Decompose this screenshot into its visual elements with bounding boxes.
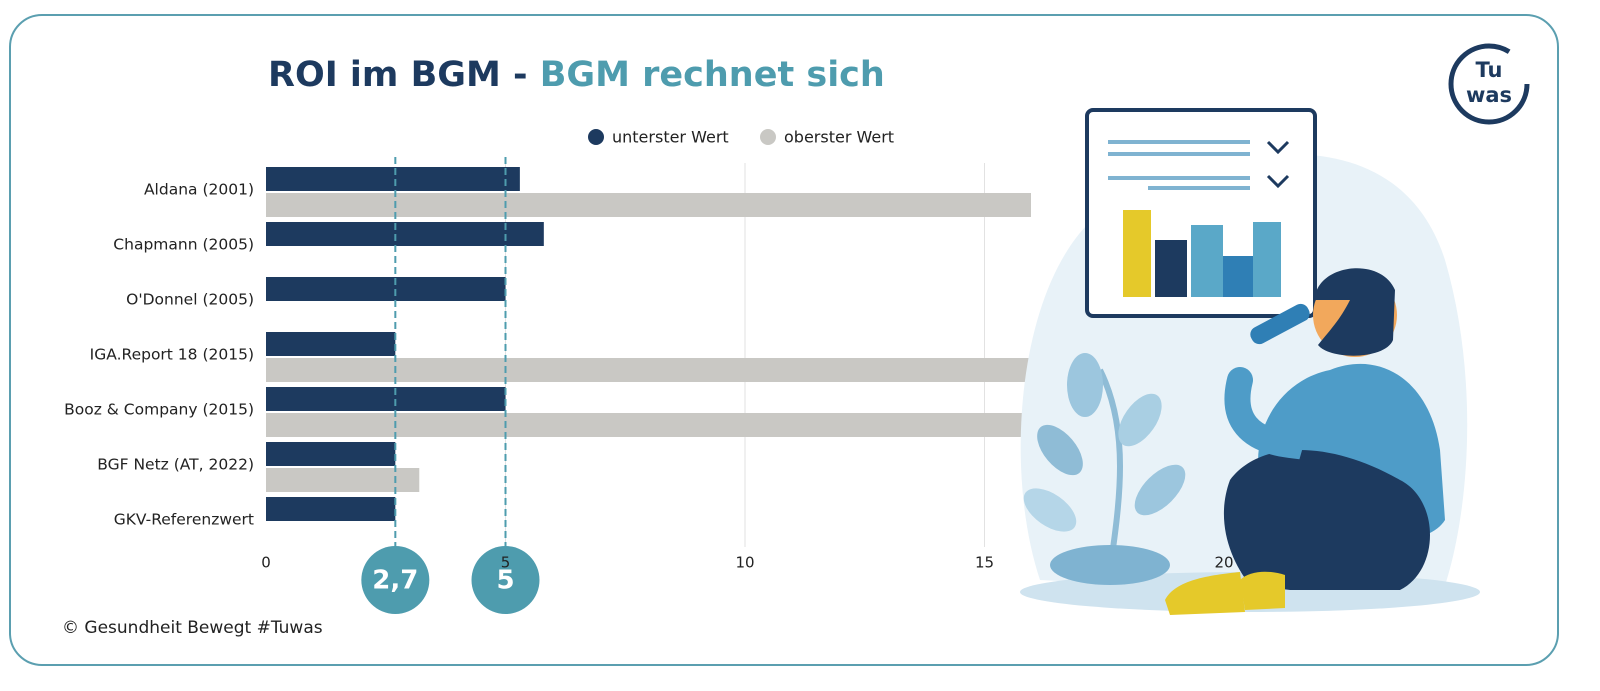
board-line — [1108, 152, 1250, 156]
leaf — [1118, 393, 1162, 447]
board-bar — [1253, 222, 1281, 297]
leaf — [1023, 488, 1077, 532]
bottle — [1250, 303, 1310, 345]
board-bar — [1191, 225, 1223, 297]
y-tick-label: O'Donnel (2005) — [126, 291, 254, 309]
bar — [266, 332, 396, 356]
bar — [266, 277, 506, 301]
stem — [1097, 368, 1123, 571]
y-tick-label: BGF Netz (AT, 2022) — [97, 456, 254, 474]
title-main: ROI im BGM - — [268, 55, 540, 95]
illustration-bg — [968, 75, 1031, 155]
shoe — [1240, 571, 1285, 610]
bush — [1050, 545, 1170, 585]
board-line — [1108, 140, 1250, 144]
board-bar — [1223, 256, 1253, 297]
bar — [266, 193, 1033, 217]
x-tick-label: 20 — [1214, 554, 1233, 572]
legend-marker — [760, 129, 776, 145]
y-tick-label: Aldana (2001) — [144, 181, 254, 199]
reference-label: 5 — [496, 566, 514, 596]
legend-label: oberster Wert — [784, 128, 894, 147]
source: © Gesundheit Bewegt #Tuwas — [62, 618, 323, 638]
check — [1266, 140, 1290, 189]
leaf — [1134, 464, 1186, 516]
reference-badge — [471, 546, 540, 614]
arm — [1224, 367, 1313, 460]
y-tick-label: Chapmann (2005) — [113, 236, 254, 254]
legend-marker — [588, 129, 604, 145]
logo-text: was — [1466, 83, 1512, 107]
reference-badge — [361, 546, 430, 614]
x-tick-label: 5 — [501, 554, 511, 572]
logo-text: Tu — [1476, 58, 1503, 82]
shoe — [1165, 572, 1245, 615]
reference-label: 2,7 — [372, 566, 418, 596]
bar — [266, 387, 506, 411]
x-tick-label: 10 — [735, 554, 754, 572]
chart-title: ROI im BGM - BGM rechnet sich — [268, 55, 885, 95]
board-bar — [1155, 240, 1187, 297]
y-tick-label: IGA.Report 18 (2015) — [90, 346, 254, 364]
legend-label: unterster Wert — [612, 128, 729, 147]
y-tick-label: GKV-Referenzwert — [114, 511, 254, 529]
logo-ring — [1448, 43, 1530, 125]
board-bar — [1123, 210, 1151, 297]
bar — [266, 497, 396, 521]
bar — [266, 468, 420, 492]
bar — [266, 167, 520, 191]
y-tick-label: Booz & Company (2015) — [64, 401, 254, 419]
bar — [266, 442, 396, 466]
legs — [1223, 450, 1430, 590]
plot-area: unterster Wert oberster Wert Aldana (2001)… — [64, 128, 1225, 614]
title-accent: BGM rechnet sich — [540, 55, 885, 95]
bar — [266, 222, 544, 246]
leaf — [1037, 424, 1083, 476]
x-tick-label: 15 — [975, 554, 994, 572]
x-tick-label: 0 — [261, 554, 271, 572]
bar — [266, 413, 1033, 437]
board-line — [1148, 186, 1250, 190]
bar — [266, 358, 1033, 382]
board-line — [1108, 176, 1250, 180]
overlay: 0 5 10 15 20 — [261, 554, 1233, 572]
hair — [1315, 268, 1395, 356]
leaf — [1067, 353, 1103, 417]
illustration — [968, 75, 1531, 655]
